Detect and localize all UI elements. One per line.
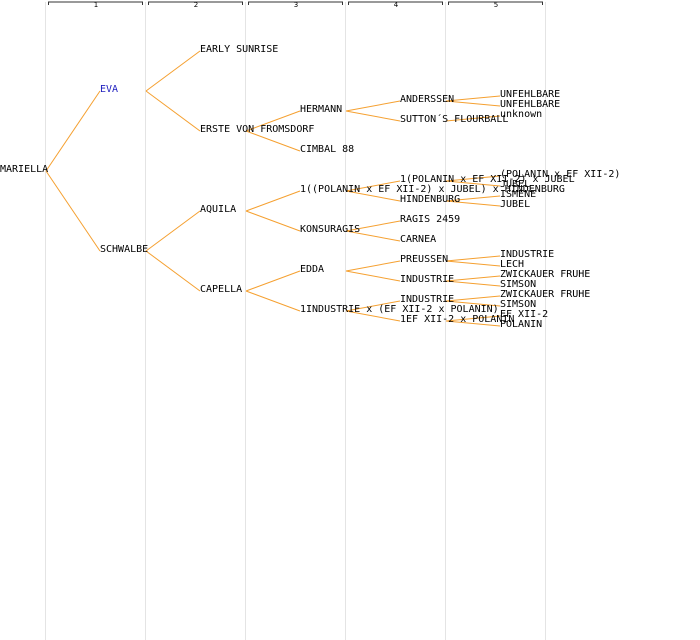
- lineage-link: [245, 130, 301, 152]
- lineage-link: [345, 110, 401, 122]
- ancestor-name: SIMSON: [500, 299, 537, 310]
- generation-bracket: [48, 1, 143, 5]
- lineage-link: [445, 280, 501, 287]
- generation-number: 1: [93, 1, 99, 9]
- ancestor-name: JUBEL: [500, 199, 531, 210]
- ancestor-name: EARLY SUNRISE: [200, 44, 279, 55]
- ancestor-name: EVA: [100, 84, 119, 95]
- lineage-link: [445, 115, 501, 122]
- lineage-link: [445, 195, 501, 202]
- lineage-link: [245, 210, 301, 232]
- ancestor-name: HINDENBURG: [400, 194, 461, 205]
- subject-name: MARIELLA: [0, 164, 49, 175]
- lineage-link: [345, 100, 401, 112]
- ancestor-name: KONSURAGIS: [300, 224, 361, 235]
- ancestor-name: CARNEA: [400, 234, 437, 245]
- generation-number: 3: [293, 1, 299, 9]
- ancestor-name: ISMENE: [500, 189, 537, 200]
- ancestor-name: CIMBAL 88: [300, 144, 355, 155]
- lineage-link: [345, 310, 401, 322]
- ancestor-name: JUBEL: [500, 179, 531, 190]
- lineage-link: [145, 50, 201, 92]
- generation-bracket: [348, 1, 443, 5]
- ancestor-name: EDDA: [300, 264, 325, 275]
- generation-number: 5: [493, 1, 499, 9]
- lineage-link: [245, 290, 301, 312]
- ancestor-name: (POLANIN x EF XII-2): [500, 169, 621, 180]
- lineage-link: [445, 275, 501, 282]
- lineage-link: [245, 270, 301, 292]
- ancestor-name: 1INDUSTRIE x (EF XII-2 x POLANIN): [300, 304, 499, 315]
- ancestor-name: HERMANN: [300, 104, 343, 115]
- lineage-link: [445, 200, 501, 207]
- lineage-link: [45, 170, 101, 252]
- ancestor-name: SUTTON´S FLOURBALL: [400, 114, 509, 125]
- lineage-link: [145, 210, 201, 252]
- ancestor-name: INDUSTRIE: [400, 294, 455, 305]
- lineage-link: [145, 90, 201, 132]
- lineage-link: [245, 190, 301, 212]
- lineage-link: [345, 180, 401, 192]
- lineage-link: [445, 295, 501, 302]
- ancestor-name: EF XII-2: [500, 309, 549, 320]
- lineage-link: [345, 270, 401, 282]
- lineage-link: [445, 300, 501, 307]
- lineage-link: [445, 95, 501, 102]
- generation-number: 4: [393, 1, 399, 9]
- lineage-link: [345, 230, 401, 242]
- lineage-link: [445, 315, 501, 322]
- ancestor-name: CAPELLA: [200, 284, 243, 295]
- lineage-link: [45, 90, 101, 172]
- ancestor-name: 1((POLANIN x EF XII-2) x JUBEL) x HINDEN…: [300, 184, 565, 195]
- ancestor-name: UNFEHLBARE: [500, 89, 561, 100]
- lineage-link: [345, 300, 401, 312]
- ancestor-name: SCHWALBE: [100, 244, 149, 255]
- ancestor-name: RAGIS 2459: [400, 214, 461, 225]
- lineage-link: [245, 110, 301, 132]
- ancestor-name: AQUILA: [200, 204, 237, 215]
- lineage-link: [445, 180, 501, 187]
- generation-bracket: [248, 1, 343, 5]
- lineage-link: [145, 250, 201, 292]
- lineage-link: [445, 260, 501, 267]
- lineage-link: [345, 190, 401, 202]
- ancestor-name: LECH: [500, 259, 525, 270]
- ancestor-name: POLANIN: [500, 319, 543, 330]
- lineage-link: [445, 100, 501, 107]
- ancestor-name: SIMSON: [500, 279, 537, 290]
- ancestor-name: 1EF XII-2 x POLANIN: [400, 314, 515, 325]
- ancestor-name: ZWICKAUER FRUHE: [500, 269, 591, 280]
- generation-number: 2: [193, 1, 199, 9]
- generation-bracket: [148, 1, 243, 5]
- ancestor-name: PREUSSEN: [400, 254, 449, 265]
- ancestor-name: INDUSTRIE: [400, 274, 455, 285]
- lineage-link: [445, 255, 501, 262]
- generation-bracket: [448, 1, 543, 5]
- lineage-link: [445, 320, 501, 327]
- lineage-link: [345, 260, 401, 272]
- ancestor-name: ERSTE VON FROMSDORF: [200, 124, 315, 135]
- ancestor-name: unknown: [500, 109, 543, 120]
- ancestor-name: ANDERSSEN: [400, 94, 455, 105]
- ancestor-name: 1(POLANIN x EF XII-2) x JUBEL: [400, 174, 575, 185]
- ancestor-name: UNFEHLBARE: [500, 99, 561, 110]
- lineage-link: [445, 175, 501, 182]
- ancestor-name: INDUSTRIE: [500, 249, 555, 260]
- ancestor-name: ZWICKAUER FRUHE: [500, 289, 591, 300]
- lineage-link: [345, 220, 401, 232]
